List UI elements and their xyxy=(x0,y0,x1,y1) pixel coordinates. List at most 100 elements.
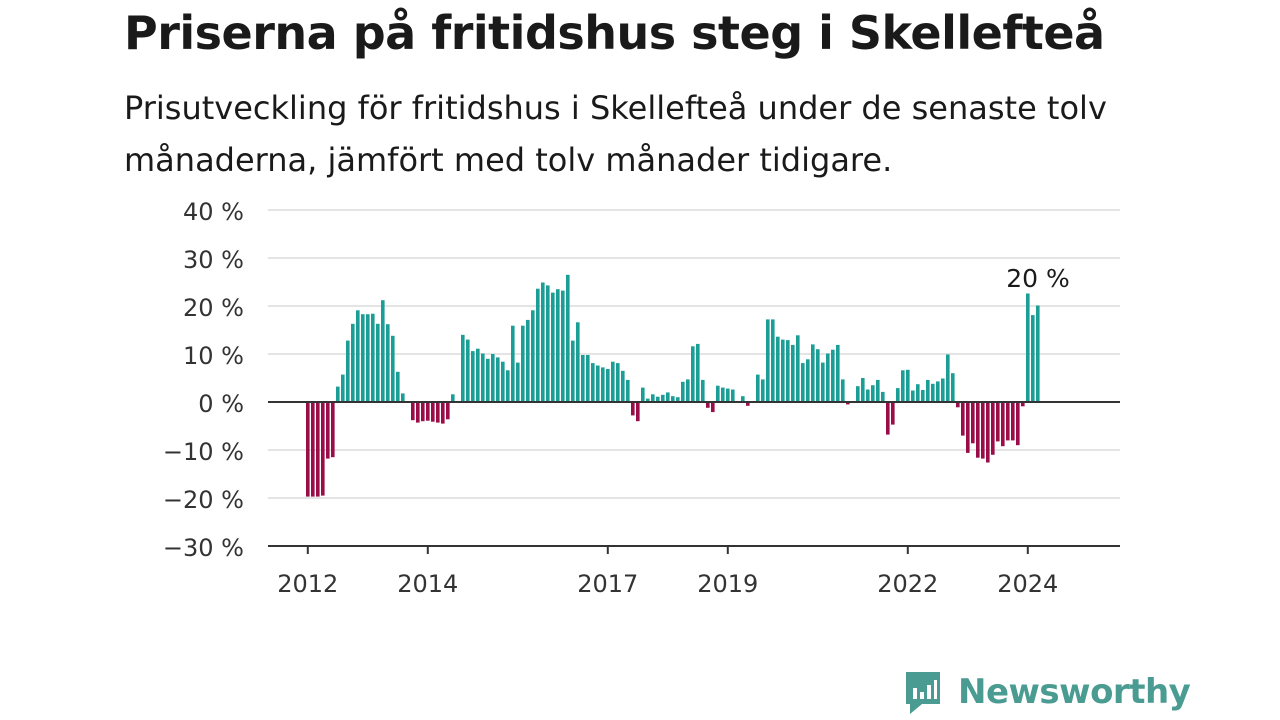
y-tick-label: 0 % xyxy=(198,390,244,418)
bar xyxy=(776,336,780,402)
x-tick-label: 2012 xyxy=(277,570,338,598)
bar-chart: 40 % 30 % 20 % 10 % 0 % −10 % −20 % −30 % 2012 20… xyxy=(163,198,1120,598)
bar xyxy=(921,390,925,402)
bar xyxy=(591,363,595,402)
bar xyxy=(951,373,955,402)
bar xyxy=(766,319,770,402)
bar xyxy=(581,355,585,402)
bar xyxy=(946,354,950,402)
bar xyxy=(861,378,865,402)
bar xyxy=(726,388,730,402)
x-tick-label: 2022 xyxy=(877,570,938,598)
bar xyxy=(421,402,425,422)
bar xyxy=(361,314,365,402)
bar xyxy=(941,378,945,402)
bar xyxy=(1006,402,1010,441)
bar xyxy=(316,402,320,497)
bar xyxy=(646,398,650,402)
bar xyxy=(961,402,965,436)
bar xyxy=(846,402,850,405)
bar xyxy=(476,348,480,402)
bar xyxy=(616,363,620,402)
bar xyxy=(566,274,570,402)
bar xyxy=(516,362,520,402)
bar xyxy=(306,402,310,497)
bar xyxy=(671,396,675,402)
bar xyxy=(791,344,795,402)
bar xyxy=(806,359,810,402)
bar xyxy=(621,370,625,402)
bar xyxy=(601,367,605,402)
bar xyxy=(501,361,505,402)
bar xyxy=(1001,402,1005,447)
bar xyxy=(1011,402,1015,441)
bar xyxy=(656,396,660,402)
bar xyxy=(831,349,835,402)
bar xyxy=(491,354,495,402)
bar xyxy=(871,385,875,402)
bar xyxy=(666,392,670,402)
y-tick-label: −30 % xyxy=(163,534,244,562)
x-tick-label: 2017 xyxy=(577,570,638,598)
bar xyxy=(911,390,915,402)
bar xyxy=(866,389,870,402)
bar xyxy=(891,402,895,425)
bar xyxy=(551,292,555,402)
bar xyxy=(801,363,805,402)
bar xyxy=(606,368,610,402)
bar xyxy=(371,313,375,402)
bar xyxy=(391,335,395,402)
bar xyxy=(741,396,745,402)
bar xyxy=(1021,402,1025,407)
bar xyxy=(856,386,860,402)
bar xyxy=(956,402,960,408)
bar xyxy=(986,402,990,463)
bar xyxy=(906,369,910,402)
bar xyxy=(561,290,565,402)
y-tick-label: 40 % xyxy=(183,198,244,226)
bar xyxy=(351,323,355,402)
bar xyxy=(576,322,580,402)
bar xyxy=(901,370,905,402)
bar xyxy=(796,335,800,402)
bar xyxy=(881,391,885,402)
bar xyxy=(396,371,400,402)
bar xyxy=(541,282,545,402)
bar xyxy=(466,339,470,402)
bar xyxy=(431,402,435,422)
x-tick-label: 2014 xyxy=(397,570,458,598)
bar xyxy=(836,344,840,402)
bar xyxy=(886,402,890,435)
bar xyxy=(611,361,615,402)
bar xyxy=(706,402,710,408)
bar xyxy=(1026,293,1030,402)
bar xyxy=(926,379,930,402)
bar xyxy=(931,383,935,402)
bar xyxy=(701,379,705,402)
bar xyxy=(346,340,350,402)
y-tick-label: −20 % xyxy=(163,486,244,514)
bar xyxy=(716,385,720,402)
bar xyxy=(651,394,655,402)
bar xyxy=(336,386,340,402)
bar xyxy=(821,362,825,402)
bar xyxy=(981,402,985,459)
bar xyxy=(496,357,500,402)
bar xyxy=(326,402,330,459)
bar xyxy=(546,285,550,402)
bar xyxy=(526,319,530,402)
bar xyxy=(841,379,845,402)
bar xyxy=(731,389,735,402)
bar xyxy=(661,394,665,402)
bar xyxy=(771,319,775,402)
y-tick-label: 10 % xyxy=(183,342,244,370)
bar xyxy=(366,314,370,402)
bar xyxy=(426,402,430,421)
bar xyxy=(641,387,645,402)
bar xyxy=(471,351,475,402)
bar xyxy=(536,288,540,402)
bar xyxy=(811,344,815,402)
bar xyxy=(676,397,680,402)
bar xyxy=(1016,402,1020,446)
bar xyxy=(381,300,385,402)
